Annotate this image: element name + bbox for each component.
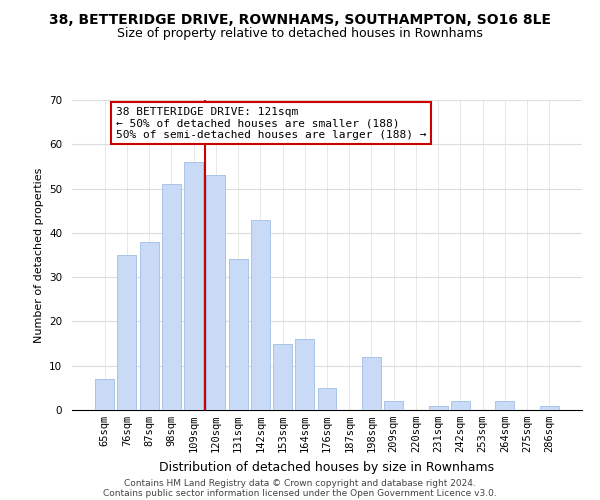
Text: Contains HM Land Registry data © Crown copyright and database right 2024.: Contains HM Land Registry data © Crown c… (124, 478, 476, 488)
Bar (229, 260, 248, 410)
Bar (317, 388, 337, 410)
Bar (362, 357, 381, 410)
Bar (162, 184, 181, 410)
Bar (95, 379, 114, 410)
Bar (496, 401, 514, 410)
Text: 38, BETTERIDGE DRIVE, ROWNHAMS, SOUTHAMPTON, SO16 8LE: 38, BETTERIDGE DRIVE, ROWNHAMS, SOUTHAMP… (49, 12, 551, 26)
Bar (540, 406, 559, 410)
Text: 38 BETTERIDGE DRIVE: 121sqm
← 50% of detached houses are smaller (188)
50% of se: 38 BETTERIDGE DRIVE: 121sqm ← 50% of det… (116, 106, 426, 140)
Bar (429, 406, 448, 410)
Bar (384, 401, 403, 410)
Text: Contains public sector information licensed under the Open Government Licence v3: Contains public sector information licen… (103, 488, 497, 498)
Text: Size of property relative to detached houses in Rownhams: Size of property relative to detached ho… (117, 28, 483, 40)
Y-axis label: Number of detached properties: Number of detached properties (34, 168, 44, 342)
X-axis label: Distribution of detached houses by size in Rownhams: Distribution of detached houses by size … (160, 460, 494, 473)
Bar (140, 242, 158, 410)
Bar (273, 344, 292, 410)
Bar (118, 255, 136, 410)
Bar (184, 162, 203, 410)
Bar (451, 401, 470, 410)
Bar (295, 339, 314, 410)
Bar (251, 220, 270, 410)
Bar (206, 176, 225, 410)
